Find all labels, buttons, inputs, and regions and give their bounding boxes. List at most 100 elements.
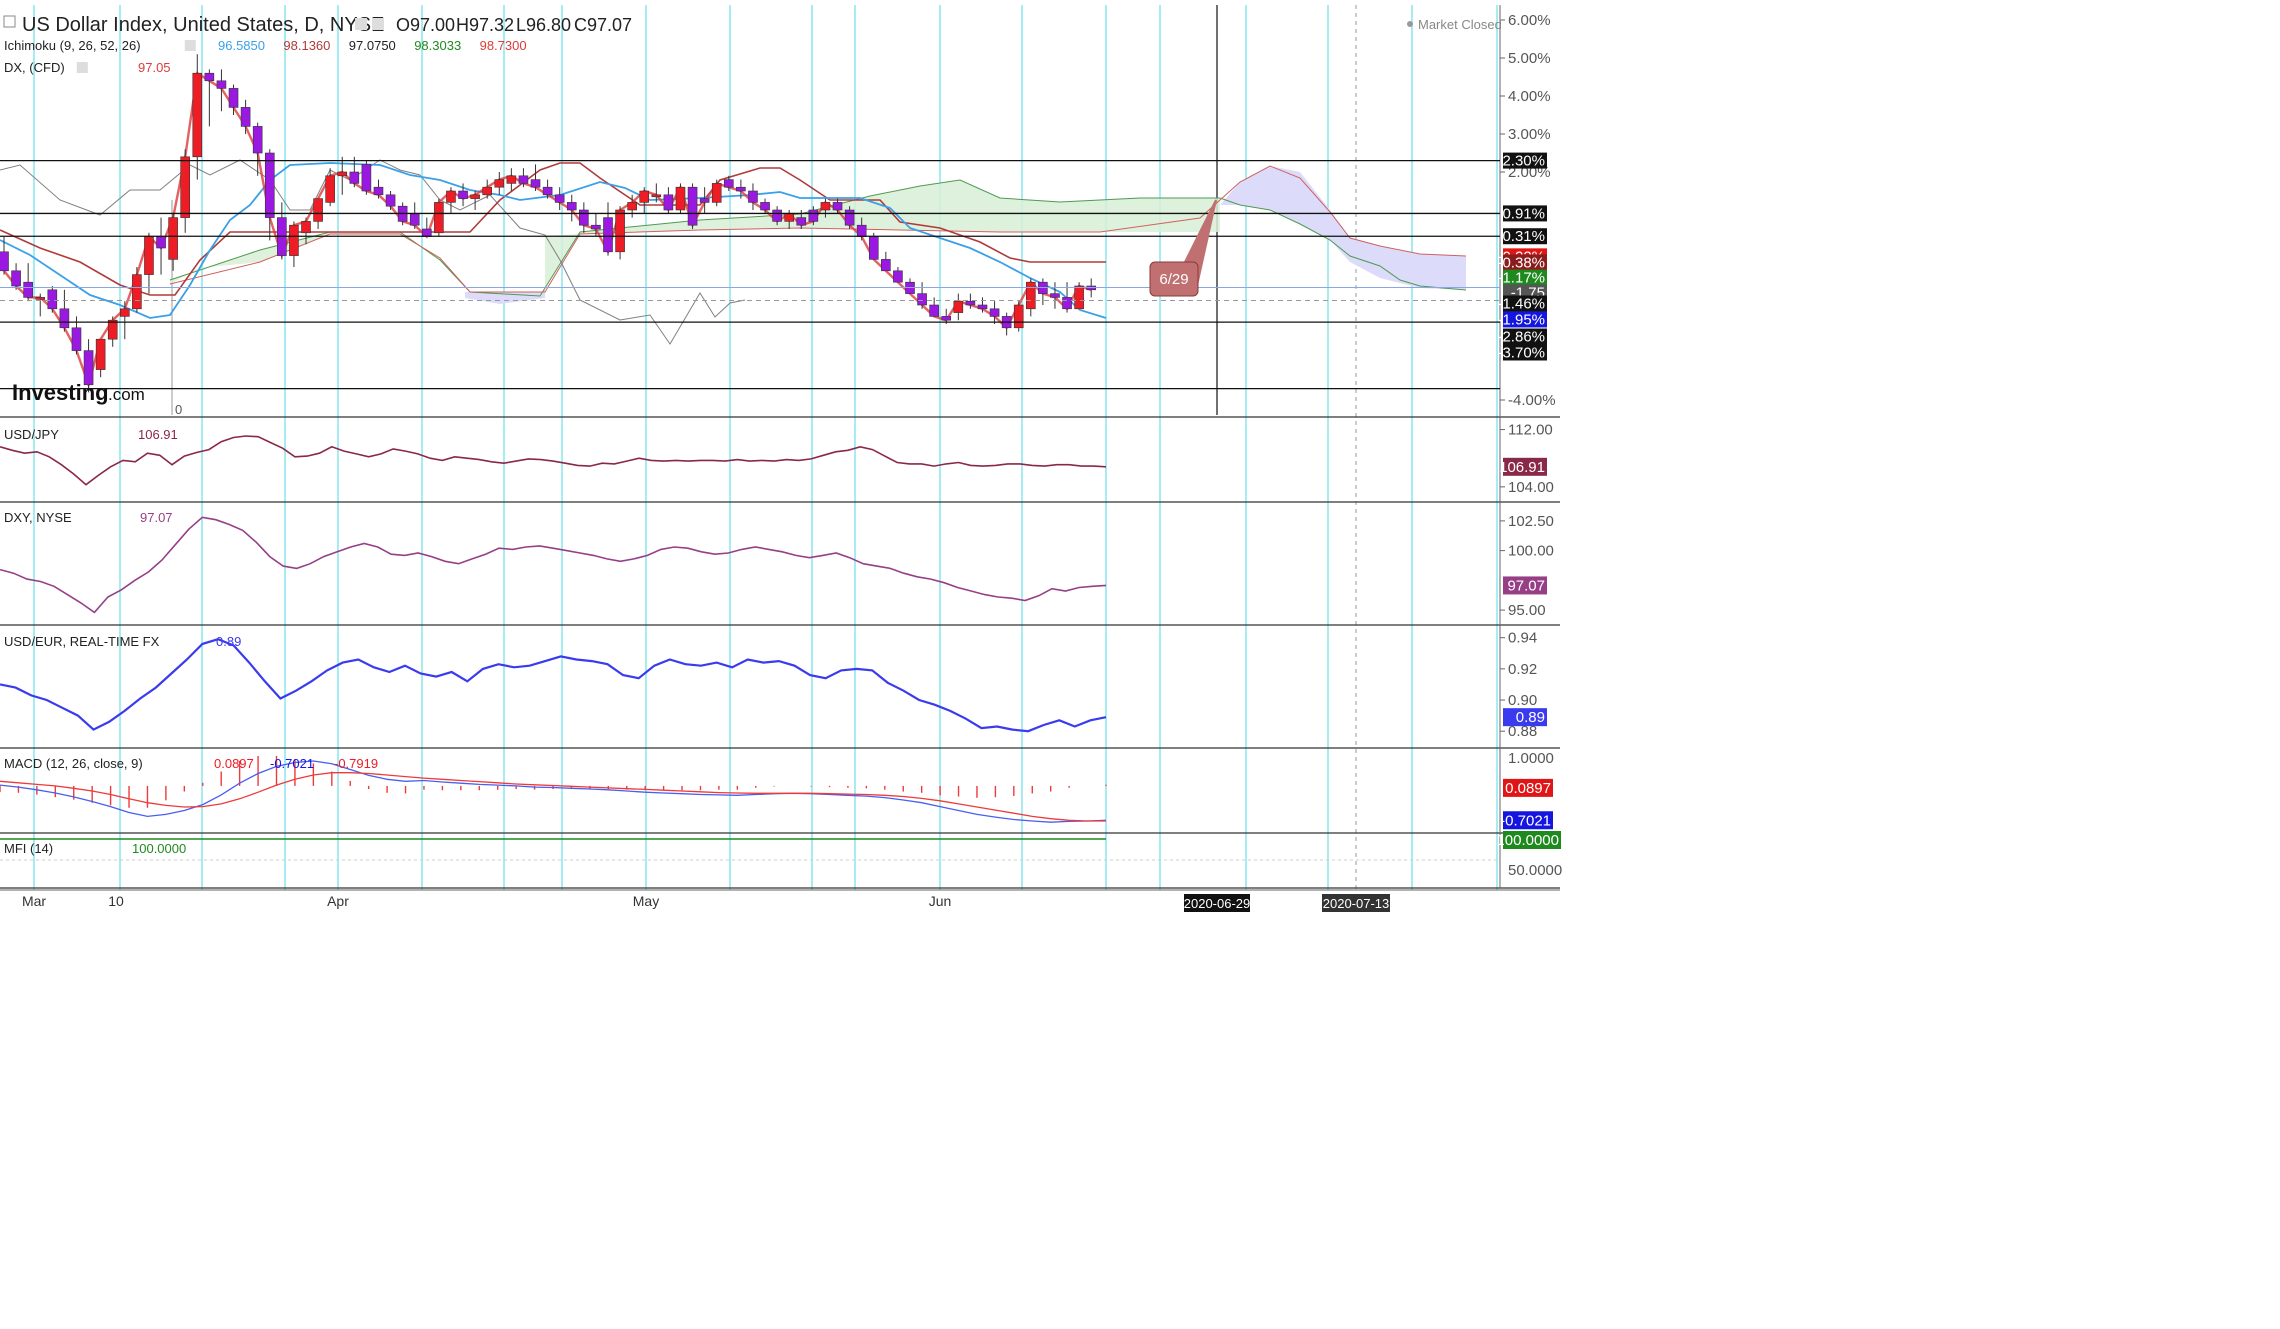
candle-body <box>192 72 203 158</box>
candle-body <box>615 209 625 253</box>
macd-line <box>0 760 1107 823</box>
dxy-axis-tag <box>1503 576 1547 595</box>
axis-value-tag <box>1503 254 1547 271</box>
candle-body <box>977 304 988 310</box>
candle-body <box>59 308 70 329</box>
candle-body <box>216 80 227 89</box>
candle-body <box>156 236 166 249</box>
candle-body <box>603 217 613 253</box>
candle-body <box>47 289 58 310</box>
axis-tick-label: 104.00 <box>1508 479 1554 496</box>
candle-body <box>1062 297 1072 310</box>
axis-tick-label: 5.00% <box>1508 50 1551 67</box>
candle-body <box>107 319 118 340</box>
ohlc-high: H97.32 <box>456 15 514 35</box>
axis-value-tag-label: -1.17% <box>1497 270 1545 287</box>
candle-body <box>893 270 903 283</box>
candle-body <box>168 217 178 260</box>
usdjpy-label: USD/JPY <box>4 427 59 442</box>
candle-body <box>71 327 82 351</box>
candle-body <box>1074 285 1084 310</box>
ohlc-low: L96.80 <box>516 15 571 35</box>
candle-body <box>1026 281 1036 310</box>
dxy-label: DXY, NYSE <box>4 510 72 525</box>
axis-value-tag <box>1503 152 1547 169</box>
candle-body <box>723 179 734 188</box>
candle-body <box>11 270 21 287</box>
dxy-axis-tag-label: 97.07 <box>1507 577 1545 594</box>
ichimoku-future-cloud <box>1220 166 1466 290</box>
candle-body <box>917 293 927 306</box>
candle-body <box>844 209 855 226</box>
axis-tick-label: 95.00 <box>1508 602 1546 619</box>
candle-body <box>470 194 480 199</box>
candle-body <box>95 338 106 370</box>
annotation-label: 6/29 <box>1159 271 1188 288</box>
ohlc-close: C97.07 <box>574 15 632 35</box>
date-tag <box>1322 894 1390 912</box>
usdeur-axis-tag <box>1503 708 1547 727</box>
axis-value-tag-label: 2.30% <box>1502 153 1545 170</box>
ichimoku-legend-value: 98.3033 <box>414 38 461 53</box>
candle-body <box>591 224 601 230</box>
candle-body <box>820 202 831 211</box>
candle-body <box>579 209 589 226</box>
x-zero-label: 0 <box>175 402 182 417</box>
candle-body <box>856 224 867 237</box>
candle-body <box>228 88 239 108</box>
candle-body <box>760 202 770 211</box>
kijun-sen-line <box>0 162 1106 296</box>
candle-body <box>409 213 420 226</box>
candle-body <box>953 300 964 313</box>
candle-body <box>965 300 976 306</box>
candles-group <box>0 54 1096 393</box>
candle-body <box>264 152 275 218</box>
candle-body <box>506 175 517 184</box>
axis-value-tag <box>1503 311 1547 328</box>
dxy-last-value: 97.07 <box>140 510 173 525</box>
axis-tick-label: 112.00 <box>1508 422 1553 439</box>
ichimoku-legend-settings-icon[interactable] <box>184 40 196 51</box>
candle-body <box>23 281 33 298</box>
candle-body <box>373 186 384 196</box>
candle-body <box>349 171 360 184</box>
axis-tick-label: 6.00% <box>1508 12 1551 29</box>
visibility-icon[interactable] <box>372 18 384 30</box>
candle-body <box>663 194 674 211</box>
axis-tick-label: 102.50 <box>1508 513 1554 530</box>
tenkan-sen-line <box>0 162 1107 319</box>
ichimoku-legend-value: 96.5850 <box>218 38 265 53</box>
axis-tick-label: 50.0000 <box>1508 862 1562 879</box>
candle-body <box>1050 293 1060 298</box>
axis-value-tag <box>1503 344 1547 361</box>
candle-body <box>337 171 348 177</box>
dx-legend-label: DX, (CFD) <box>4 60 65 75</box>
ichimoku-cloud-green <box>170 180 1220 296</box>
usdeur-label: USD/EUR, REAL-TIME FX <box>4 634 160 649</box>
axis-tick-label: 0.88 <box>1508 723 1537 740</box>
candle-body <box>385 194 396 207</box>
axis-tick-label: 0.94 <box>1508 630 1537 647</box>
axis-value-tag-label: -1.95% <box>1497 311 1545 328</box>
ichimoku-legend-value: 98.7300 <box>480 38 527 53</box>
axis-tick-label: 0.90 <box>1508 692 1537 709</box>
candle-body <box>881 259 891 272</box>
axis-value-tag <box>1503 328 1547 345</box>
candle-body <box>132 274 142 310</box>
ohlc-open: O97.00 <box>396 15 455 35</box>
axis-value-tag-label: 0.91% <box>1502 205 1545 222</box>
candle-body <box>748 190 758 203</box>
macd-label: MACD (12, 26, close, 9) <box>4 756 143 771</box>
axis-tick-label: 1.0000 <box>1508 750 1554 767</box>
candle-body <box>784 213 795 222</box>
collapse-icon[interactable] <box>3 15 16 28</box>
candle-body <box>736 186 746 192</box>
candle-body <box>434 202 444 234</box>
market-status-dot <box>1407 21 1413 27</box>
dx-legend-settings-icon[interactable] <box>76 62 88 73</box>
axis-value-tag-label: -3.70% <box>1497 345 1545 362</box>
candle-body <box>325 175 335 203</box>
axis-tick-label: 4.00% <box>1508 88 1551 105</box>
usdeur-last-value: 0.89 <box>216 634 241 649</box>
settings-icon[interactable] <box>355 18 367 30</box>
